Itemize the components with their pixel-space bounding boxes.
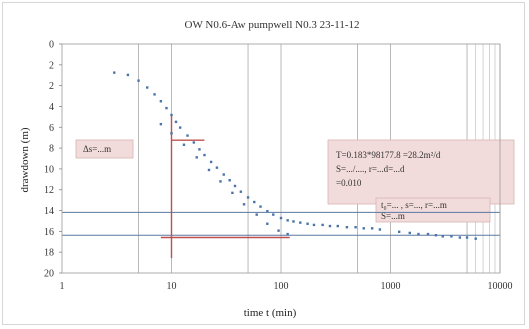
- data-point-series-1: [165, 106, 168, 110]
- data-point-series-1: [222, 173, 225, 176]
- y-tick-label: 2: [49, 60, 54, 71]
- data-point-series-1: [178, 126, 182, 129]
- data-point-series-1: [397, 230, 401, 233]
- data-point-series-1: [336, 224, 339, 228]
- y-tick-label: 8: [49, 144, 54, 155]
- axes: 0 2 2 4 6 8 10 12 14 16 18 20 1 10 100 1000 10000: [44, 40, 513, 293]
- y-tick-label: 14: [44, 206, 54, 217]
- chart-title: OW N0.6-Aw pumpwell N0.3 23-11-12: [185, 19, 360, 31]
- data-point-series-1: [450, 235, 453, 238]
- y-tick-label: 2: [49, 81, 54, 92]
- annotation-right-line-1: T=0.183*98177.8 =28.2m²/d: [336, 150, 441, 160]
- y-tick-label: 12: [44, 185, 54, 196]
- x-tick-label: 100: [274, 281, 289, 292]
- y-tick-label: 16: [44, 227, 54, 238]
- data-point-series-1: [434, 234, 438, 237]
- data-point-series-1: [146, 86, 149, 89]
- data-point-series-1: [239, 190, 243, 193]
- data-point-series-2: [286, 232, 289, 236]
- x-tick-label: 10000: [488, 281, 513, 292]
- annotation-left-text: Δs=...m: [83, 144, 111, 154]
- data-point-series-1: [458, 236, 462, 239]
- data-point-series-1: [215, 166, 219, 169]
- y-tick-label: 6: [49, 123, 54, 134]
- annotation-small-line-1: t₀=... , s=..., r=...m: [381, 200, 447, 210]
- data-point-series-1: [170, 113, 173, 117]
- data-point-series-1: [266, 209, 269, 213]
- data-point-series-1: [286, 219, 289, 222]
- y-axis-label: drawdown (m): [19, 127, 31, 192]
- y-tick-label: 20: [44, 269, 54, 280]
- data-point-series-1: [113, 71, 116, 74]
- data-point-series-1: [378, 228, 382, 231]
- data-point-series-1: [426, 232, 430, 236]
- data-point-series-2: [277, 229, 280, 232]
- data-point-series-1: [354, 226, 357, 229]
- data-point-series-1: [362, 227, 365, 230]
- data-point-series-1: [328, 224, 332, 228]
- data-point-series-1: [408, 231, 411, 235]
- annotation-box-left: [75, 139, 134, 159]
- data-point-series-2: [242, 203, 246, 206]
- y-tick-label: 18: [44, 248, 54, 259]
- data-point-series-1: [198, 148, 201, 151]
- data-point-series-2: [159, 122, 163, 126]
- data-point-series-1: [292, 220, 295, 223]
- annotation-boxes: Δs=...m T=0.183*98177.8 =28.2m²/d S=.../…: [75, 139, 515, 223]
- data-point-series-1: [441, 235, 444, 238]
- data-points: [113, 71, 477, 240]
- data-point-series-1: [174, 120, 178, 124]
- annotation-right-line-3: =0.010: [336, 178, 362, 188]
- data-point-series-1: [253, 200, 256, 204]
- data-point-series-1: [279, 216, 283, 220]
- annotation-small-line-2: S=...m: [381, 211, 405, 221]
- data-point-series-1: [272, 213, 275, 216]
- x-axis-label: time t (min): [244, 307, 297, 319]
- data-point-series-1: [192, 141, 196, 144]
- data-point-series-1: [474, 237, 477, 240]
- data-point-series-1: [209, 160, 213, 164]
- data-point-series-2: [231, 191, 234, 195]
- data-point-series-1: [299, 221, 302, 224]
- data-point-series-1: [159, 100, 163, 103]
- data-point-series-2: [219, 180, 222, 183]
- y-tick-label: 10: [44, 164, 54, 175]
- data-point-series-1: [345, 226, 349, 229]
- x-tick-label: 1: [60, 281, 65, 292]
- data-point-series-1: [417, 232, 420, 236]
- x-tick-label: 10: [167, 281, 177, 292]
- data-point-series-1: [233, 184, 237, 188]
- data-point-series-1: [306, 222, 309, 225]
- data-point-series-2: [207, 168, 211, 172]
- x-tick-label: 1000: [381, 281, 401, 292]
- data-point-series-1: [126, 73, 130, 77]
- data-point-series-1: [246, 196, 250, 199]
- data-point-series-2: [266, 222, 269, 225]
- data-point-series-1: [153, 93, 156, 96]
- data-point-series-1: [321, 223, 324, 227]
- data-point-series-1: [312, 223, 316, 227]
- data-point-series-2: [195, 156, 198, 159]
- data-point-series-1: [465, 236, 469, 239]
- annotation-box-small: [375, 197, 491, 223]
- data-point-series-2: [182, 143, 186, 146]
- data-point-series-1: [203, 153, 206, 157]
- plot-area-border: [61, 43, 501, 274]
- data-point-series-1: [228, 179, 231, 182]
- data-point-series-1: [370, 227, 374, 230]
- data-point-series-1: [259, 205, 262, 208]
- annotation-right-line-2: S=.../...., r=...d=...d: [336, 164, 405, 174]
- y-tick-label: 0: [49, 40, 54, 51]
- y-tick-label: 4: [49, 102, 54, 113]
- data-point-series-1: [186, 134, 189, 137]
- data-point-series-2: [170, 132, 173, 135]
- data-point-series-1: [137, 79, 140, 82]
- annotation-box-right: [327, 139, 515, 205]
- data-point-series-2: [255, 213, 258, 216]
